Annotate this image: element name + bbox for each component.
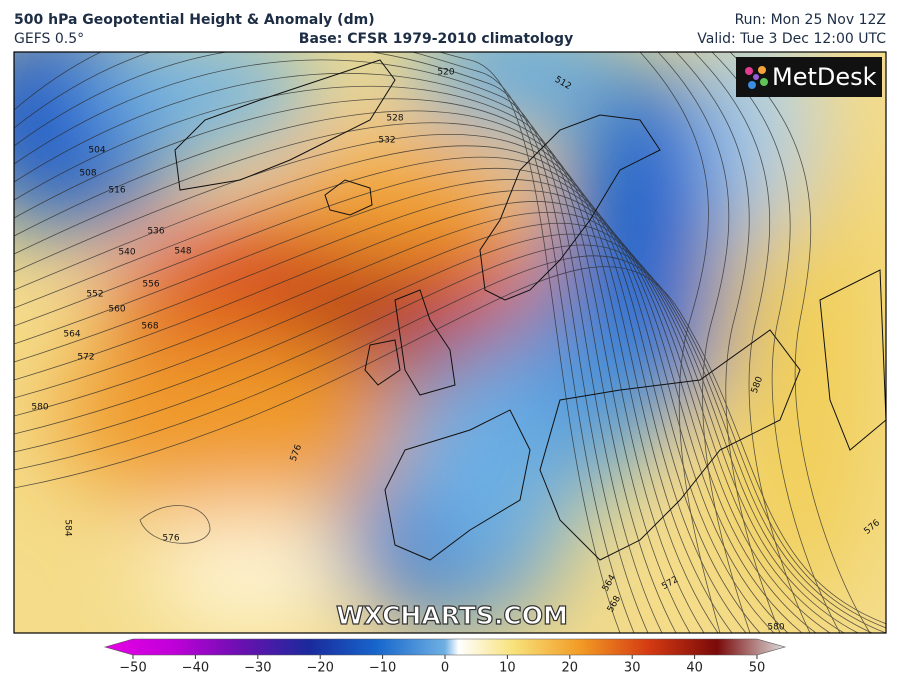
contour bbox=[14, 156, 775, 633]
contour-label: 580 bbox=[767, 623, 784, 633]
logo-icon bbox=[745, 66, 768, 89]
contour bbox=[675, 52, 781, 633]
contour bbox=[729, 52, 871, 633]
contour bbox=[14, 122, 733, 633]
contour-label: 564 bbox=[63, 330, 80, 340]
contour-label: 584 bbox=[63, 519, 73, 536]
contour-label: 560 bbox=[108, 305, 125, 315]
colorbar-tick-label: 10 bbox=[499, 661, 516, 676]
contour bbox=[14, 266, 886, 625]
logo-box bbox=[736, 57, 882, 97]
contour bbox=[14, 222, 859, 633]
colorbar-tick-label: −30 bbox=[244, 661, 271, 676]
contour bbox=[14, 110, 719, 633]
contour bbox=[14, 201, 831, 633]
contour-label: 536 bbox=[147, 227, 164, 237]
contour-label: 568 bbox=[141, 322, 158, 332]
colorbar-tick-label: −20 bbox=[306, 661, 333, 676]
colorbar-tick-label: 40 bbox=[686, 661, 703, 676]
contour bbox=[14, 52, 621, 633]
contour bbox=[14, 190, 817, 633]
contour bbox=[14, 98, 705, 633]
contour bbox=[14, 59, 663, 633]
contour-lines bbox=[14, 52, 886, 633]
contour bbox=[14, 244, 886, 633]
contour-label: 576 bbox=[162, 534, 179, 544]
contour bbox=[657, 52, 751, 633]
contour bbox=[14, 72, 677, 633]
contour-label: 548 bbox=[174, 247, 191, 257]
title: 500 hPa Geopotential Height & Anomaly (d… bbox=[14, 12, 375, 28]
contour-label: 516 bbox=[108, 186, 125, 196]
valid: Valid: Tue 3 Dec 12:00 UTC bbox=[697, 31, 886, 47]
contour bbox=[14, 211, 845, 633]
run: Run: Mon 25 Nov 12Z bbox=[735, 12, 886, 28]
contour-label: 520 bbox=[437, 68, 454, 78]
contour-label: 572 bbox=[77, 353, 94, 363]
colorbar-tick-label: 20 bbox=[562, 661, 579, 676]
contour bbox=[14, 255, 886, 629]
contour bbox=[639, 52, 721, 633]
colorbar-tick-label: −40 bbox=[182, 661, 209, 676]
colorbar-tick-label: 30 bbox=[624, 661, 641, 676]
contour-label: 528 bbox=[386, 114, 403, 124]
contour bbox=[139, 505, 211, 544]
contour bbox=[693, 52, 811, 633]
contour-label: 556 bbox=[142, 280, 159, 290]
colorbar-tick-label: 0 bbox=[441, 661, 449, 676]
map: 504 508 516 536 540 548 552 556 560 564 568 572 580 5… bbox=[14, 52, 886, 633]
colorbar-tick-label: −10 bbox=[369, 661, 396, 676]
contour-label: 580 bbox=[31, 403, 48, 413]
contour bbox=[14, 52, 635, 633]
colorbar bbox=[103, 638, 787, 656]
map-frame bbox=[13, 51, 887, 634]
colorbar-tick-label: 50 bbox=[749, 661, 766, 676]
colorbar-ticks: −50 −40 −30 −20 −10 0 10 20 30 40 50 bbox=[119, 655, 765, 676]
coastlines bbox=[174, 59, 886, 561]
contour-label: 540 bbox=[118, 248, 135, 258]
contour bbox=[14, 52, 649, 633]
contour bbox=[14, 167, 789, 633]
logo-text: MetDesk bbox=[772, 63, 877, 91]
contour bbox=[711, 52, 841, 633]
contour-label: 552 bbox=[86, 290, 103, 300]
contour-label: 532 bbox=[378, 136, 395, 146]
base: Base: CFSR 1979-2010 climatology bbox=[299, 31, 573, 47]
contour bbox=[14, 145, 761, 633]
contour-label: 508 bbox=[79, 169, 96, 179]
contour bbox=[14, 233, 873, 633]
watermark: WXCHARTS.COM bbox=[336, 601, 568, 630]
contour-label: 504 bbox=[88, 146, 105, 156]
contour bbox=[14, 178, 803, 633]
model: GEFS 0.5° bbox=[14, 31, 84, 47]
contour bbox=[14, 85, 691, 633]
colorbar-tick-label: −50 bbox=[119, 661, 146, 676]
